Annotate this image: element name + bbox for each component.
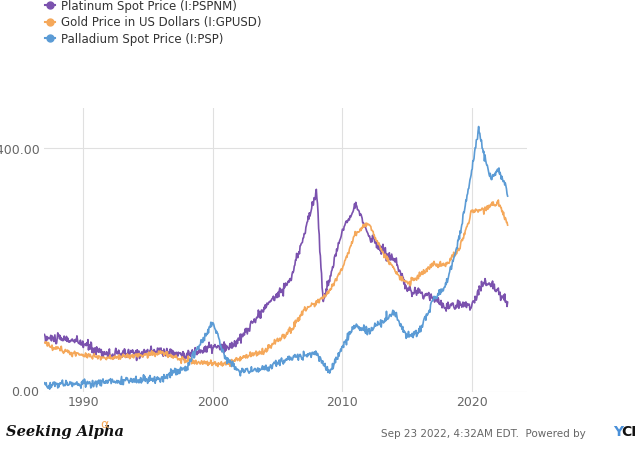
Legend: Platinum Spot Price (I:PSPNM), Gold Price in US Dollars (I:GPUSD), Palladium Spo: Platinum Spot Price (I:PSPNM), Gold Pric… [41,0,266,50]
Text: Sep 23 2022, 4:32AM EDT.  Powered by: Sep 23 2022, 4:32AM EDT. Powered by [381,429,589,439]
Text: Y: Y [613,425,623,439]
Text: Seeking Alpha: Seeking Alpha [6,425,124,439]
Text: α: α [100,418,109,431]
Text: CHARTS: CHARTS [621,425,635,439]
